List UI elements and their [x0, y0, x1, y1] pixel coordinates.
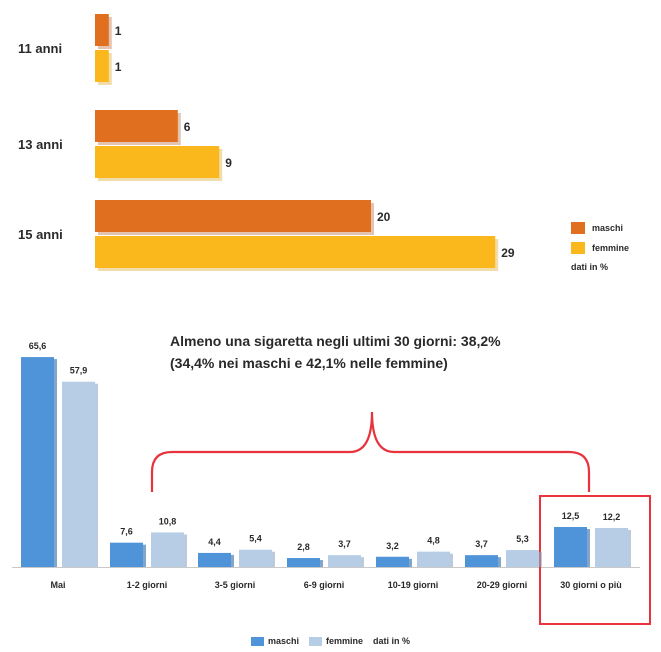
data-label: 9	[225, 156, 232, 170]
data-label: 1	[115, 60, 122, 74]
data-label: 6	[184, 120, 191, 134]
data-label: 7,6	[120, 527, 133, 537]
data-label: 4,4	[208, 537, 221, 547]
data-label: 3,7	[338, 539, 351, 549]
bar-side	[95, 383, 98, 567]
annotation-line-2: (34,4% nei maschi e 42,1% nelle femmine)	[170, 355, 448, 371]
data-label: 3,7	[475, 539, 488, 549]
brace	[150, 411, 591, 492]
bar-maschi	[95, 14, 109, 46]
bar-maschi	[95, 110, 178, 142]
bar-side	[54, 359, 57, 567]
legend-item-femmine: femmine	[309, 636, 363, 646]
category-label: 13 anni	[18, 137, 63, 152]
bar-femmine	[151, 532, 184, 567]
data-label: 57,9	[70, 366, 88, 376]
legend-item-maschi: maschi	[250, 636, 299, 646]
bar-femmine	[95, 50, 109, 82]
data-label: 12,5	[562, 511, 580, 521]
bar-femmine	[595, 527, 628, 567]
bar-maschi	[287, 558, 320, 567]
category-label: 11 anni	[18, 41, 62, 56]
bar-side	[450, 553, 453, 567]
category-label: 1-2 giorni	[127, 580, 168, 590]
annotation-line-1: Almeno una sigaretta negli ultimi 30 gio…	[170, 333, 501, 349]
legend-swatch-femmine	[309, 636, 322, 646]
category-label: Mai	[50, 580, 65, 590]
bar-femmine	[328, 555, 361, 567]
legend-age-chart: maschi femmine dati in %	[571, 218, 629, 272]
data-label: 4,8	[427, 536, 440, 546]
legend-item-maschi: maschi	[571, 218, 629, 238]
data-label: 5,3	[516, 534, 529, 544]
bar-side	[143, 544, 146, 567]
legend-label-maschi: maschi	[267, 636, 299, 646]
category-label: 3-5 giorni	[215, 580, 256, 590]
data-label: 29	[501, 246, 515, 260]
bar-maschi	[198, 552, 231, 567]
legend-swatch-maschi	[571, 222, 585, 234]
bar-maschi	[465, 555, 498, 567]
data-label: 3,2	[386, 541, 399, 551]
frequency-bar-chart: 65,6 57,9 Mai 7,6 10,8 1-2 giorni 4,4 5,4 3-5 gi…	[12, 341, 651, 625]
annotation: Almeno una sigaretta negli ultimi 30 gio…	[170, 330, 600, 374]
legend-item-femmine: femmine	[571, 238, 629, 258]
legend-note: dati in %	[571, 262, 609, 272]
bar-femmine	[506, 550, 539, 567]
bar-femmine	[239, 549, 272, 567]
bar-maschi	[21, 357, 54, 567]
category-label: 20-29 giorni	[477, 580, 528, 590]
category-label: 15 anni	[18, 227, 63, 242]
bar-side	[628, 529, 631, 567]
data-label: 20	[377, 210, 391, 224]
legend-note: dati in %	[373, 636, 411, 646]
legend-label-maschi: maschi	[592, 223, 624, 233]
category-label: 30 giorni o più	[560, 580, 622, 590]
bar-femmine	[417, 551, 450, 567]
bar-side	[231, 554, 234, 567]
data-label: 65,6	[29, 341, 47, 351]
data-label: 10,8	[159, 516, 177, 526]
bar-maschi	[554, 527, 587, 567]
data-label: 5,4	[249, 534, 262, 544]
data-label: 1	[115, 24, 122, 38]
legend-frequency-chart: maschi femmine dati in %	[0, 633, 661, 649]
age-bar-chart: 11 anni 1 1 13 anni 6 9 15 anni 20 29	[18, 14, 515, 271]
legend-label-femmine: femmine	[592, 243, 630, 253]
legend-label-femmine: femmine	[326, 636, 364, 646]
bar-side	[361, 557, 364, 567]
bar-maschi	[95, 200, 371, 232]
bar-femmine	[62, 381, 95, 567]
bar-side	[272, 551, 275, 567]
legend-swatch-femmine	[571, 242, 585, 254]
legend-swatch-maschi	[250, 636, 264, 646]
bar-maschi	[110, 542, 143, 567]
bar-side	[539, 552, 542, 567]
data-label: 12,2	[603, 512, 621, 522]
category-label: 6-9 giorni	[304, 580, 345, 590]
bar-side	[184, 534, 187, 567]
bar-maschi	[376, 556, 409, 567]
data-label: 2,8	[297, 542, 310, 552]
bar-femmine	[95, 236, 496, 268]
category-label: 10-19 giorni	[388, 580, 439, 590]
bar-side	[320, 560, 323, 567]
bar-side	[409, 558, 412, 567]
bar-femmine	[95, 146, 220, 178]
bar-side	[498, 557, 501, 567]
bar-side	[587, 529, 590, 567]
